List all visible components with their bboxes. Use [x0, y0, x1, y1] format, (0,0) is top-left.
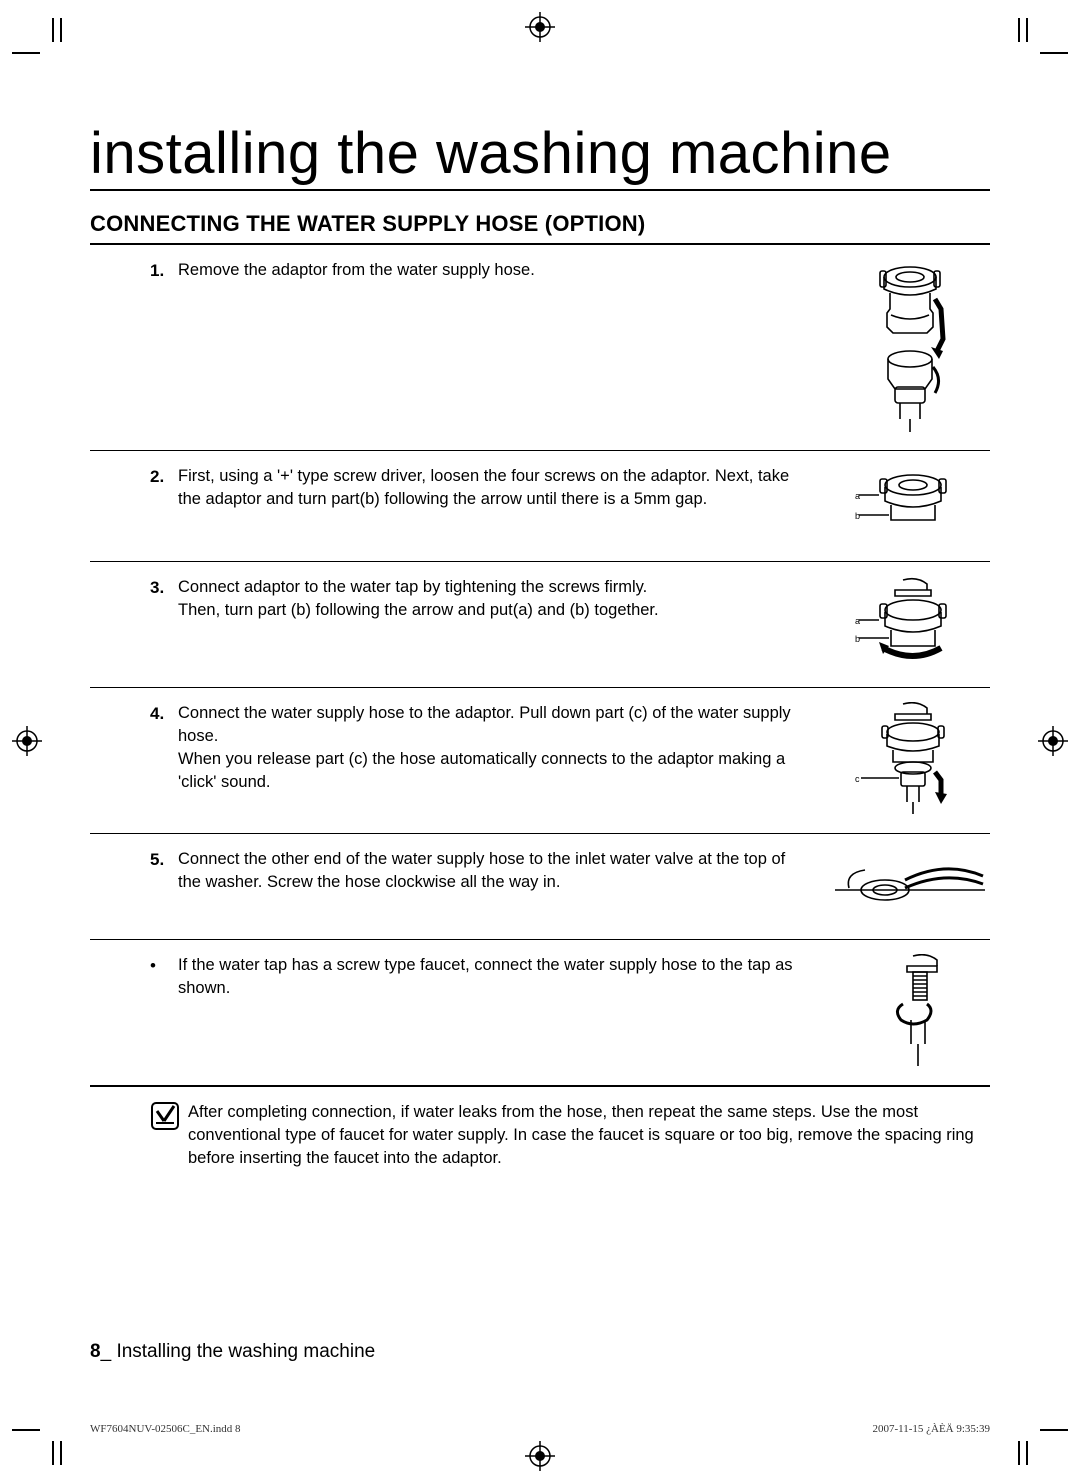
- registration-mark-icon: [525, 1441, 555, 1471]
- page-content: installing the washing machine CONNECTIN…: [90, 70, 990, 1383]
- svg-text:b: b: [855, 634, 860, 644]
- note-text: After completing connection, if water le…: [188, 1101, 990, 1170]
- step-text: Connect the water supply hose to the ada…: [178, 702, 830, 817]
- step-text: Connect adaptor to the water tap by tigh…: [178, 576, 830, 671]
- step-1-diagram: [830, 259, 990, 434]
- step-1: 1. Remove the adaptor from the water sup…: [90, 245, 990, 451]
- step-text: First, using a '+' type screw driver, lo…: [178, 465, 830, 545]
- note-row: After completing connection, if water le…: [90, 1087, 990, 1170]
- registration-mark-icon: [1038, 726, 1068, 756]
- print-meta-right: 2007-11-15 ¿ÀÈÄ 9:35:39: [872, 1423, 990, 1435]
- step-bullet-diagram: [830, 954, 990, 1069]
- registration-mark-icon: [12, 726, 42, 756]
- svg-text:a: a: [855, 491, 860, 501]
- step-5: 5. Connect the other end of the water su…: [90, 834, 990, 940]
- print-meta-left: WF7604NUV-02506C_EN.indd 8: [90, 1423, 241, 1435]
- page-footer: 8_ Installing the washing machine: [90, 1341, 375, 1363]
- footer-text: Installing the washing machine: [116, 1341, 375, 1362]
- step-text: Remove the adaptor from the water supply…: [178, 259, 830, 434]
- step-5-diagram: [830, 848, 990, 923]
- step-bullet-marker: •: [150, 954, 178, 1069]
- step-3-diagram: a b: [830, 576, 990, 671]
- step-number: 1.: [150, 259, 178, 434]
- step-bullet: • If the water tap has a screw type fauc…: [90, 940, 990, 1087]
- step-2-diagram: a b: [830, 465, 990, 545]
- step-4: 4. Connect the water supply hose to the …: [90, 688, 990, 834]
- page-number: 8: [90, 1341, 101, 1362]
- step-number: 4.: [150, 702, 178, 817]
- step-3: 3. Connect adaptor to the water tap by t…: [90, 562, 990, 688]
- svg-text:b: b: [855, 511, 860, 521]
- step-number: 3.: [150, 576, 178, 671]
- step-number: 2.: [150, 465, 178, 545]
- registration-mark-icon: [525, 12, 555, 42]
- step-4-diagram: c: [830, 702, 990, 817]
- page-title: installing the washing machine: [90, 120, 990, 191]
- step-number: 5.: [150, 848, 178, 923]
- step-text: Connect the other end of the water suppl…: [178, 848, 830, 923]
- step-2: 2. First, using a '+' type screw driver,…: [90, 451, 990, 562]
- svg-text:a: a: [855, 616, 860, 626]
- section-heading: CONNECTING THE WATER SUPPLY HOSE (OPTION…: [90, 211, 990, 245]
- footer-separator: _: [101, 1341, 117, 1362]
- step-text: If the water tap has a screw type faucet…: [178, 954, 830, 1069]
- svg-text:c: c: [855, 774, 860, 784]
- note-icon: [150, 1101, 188, 1170]
